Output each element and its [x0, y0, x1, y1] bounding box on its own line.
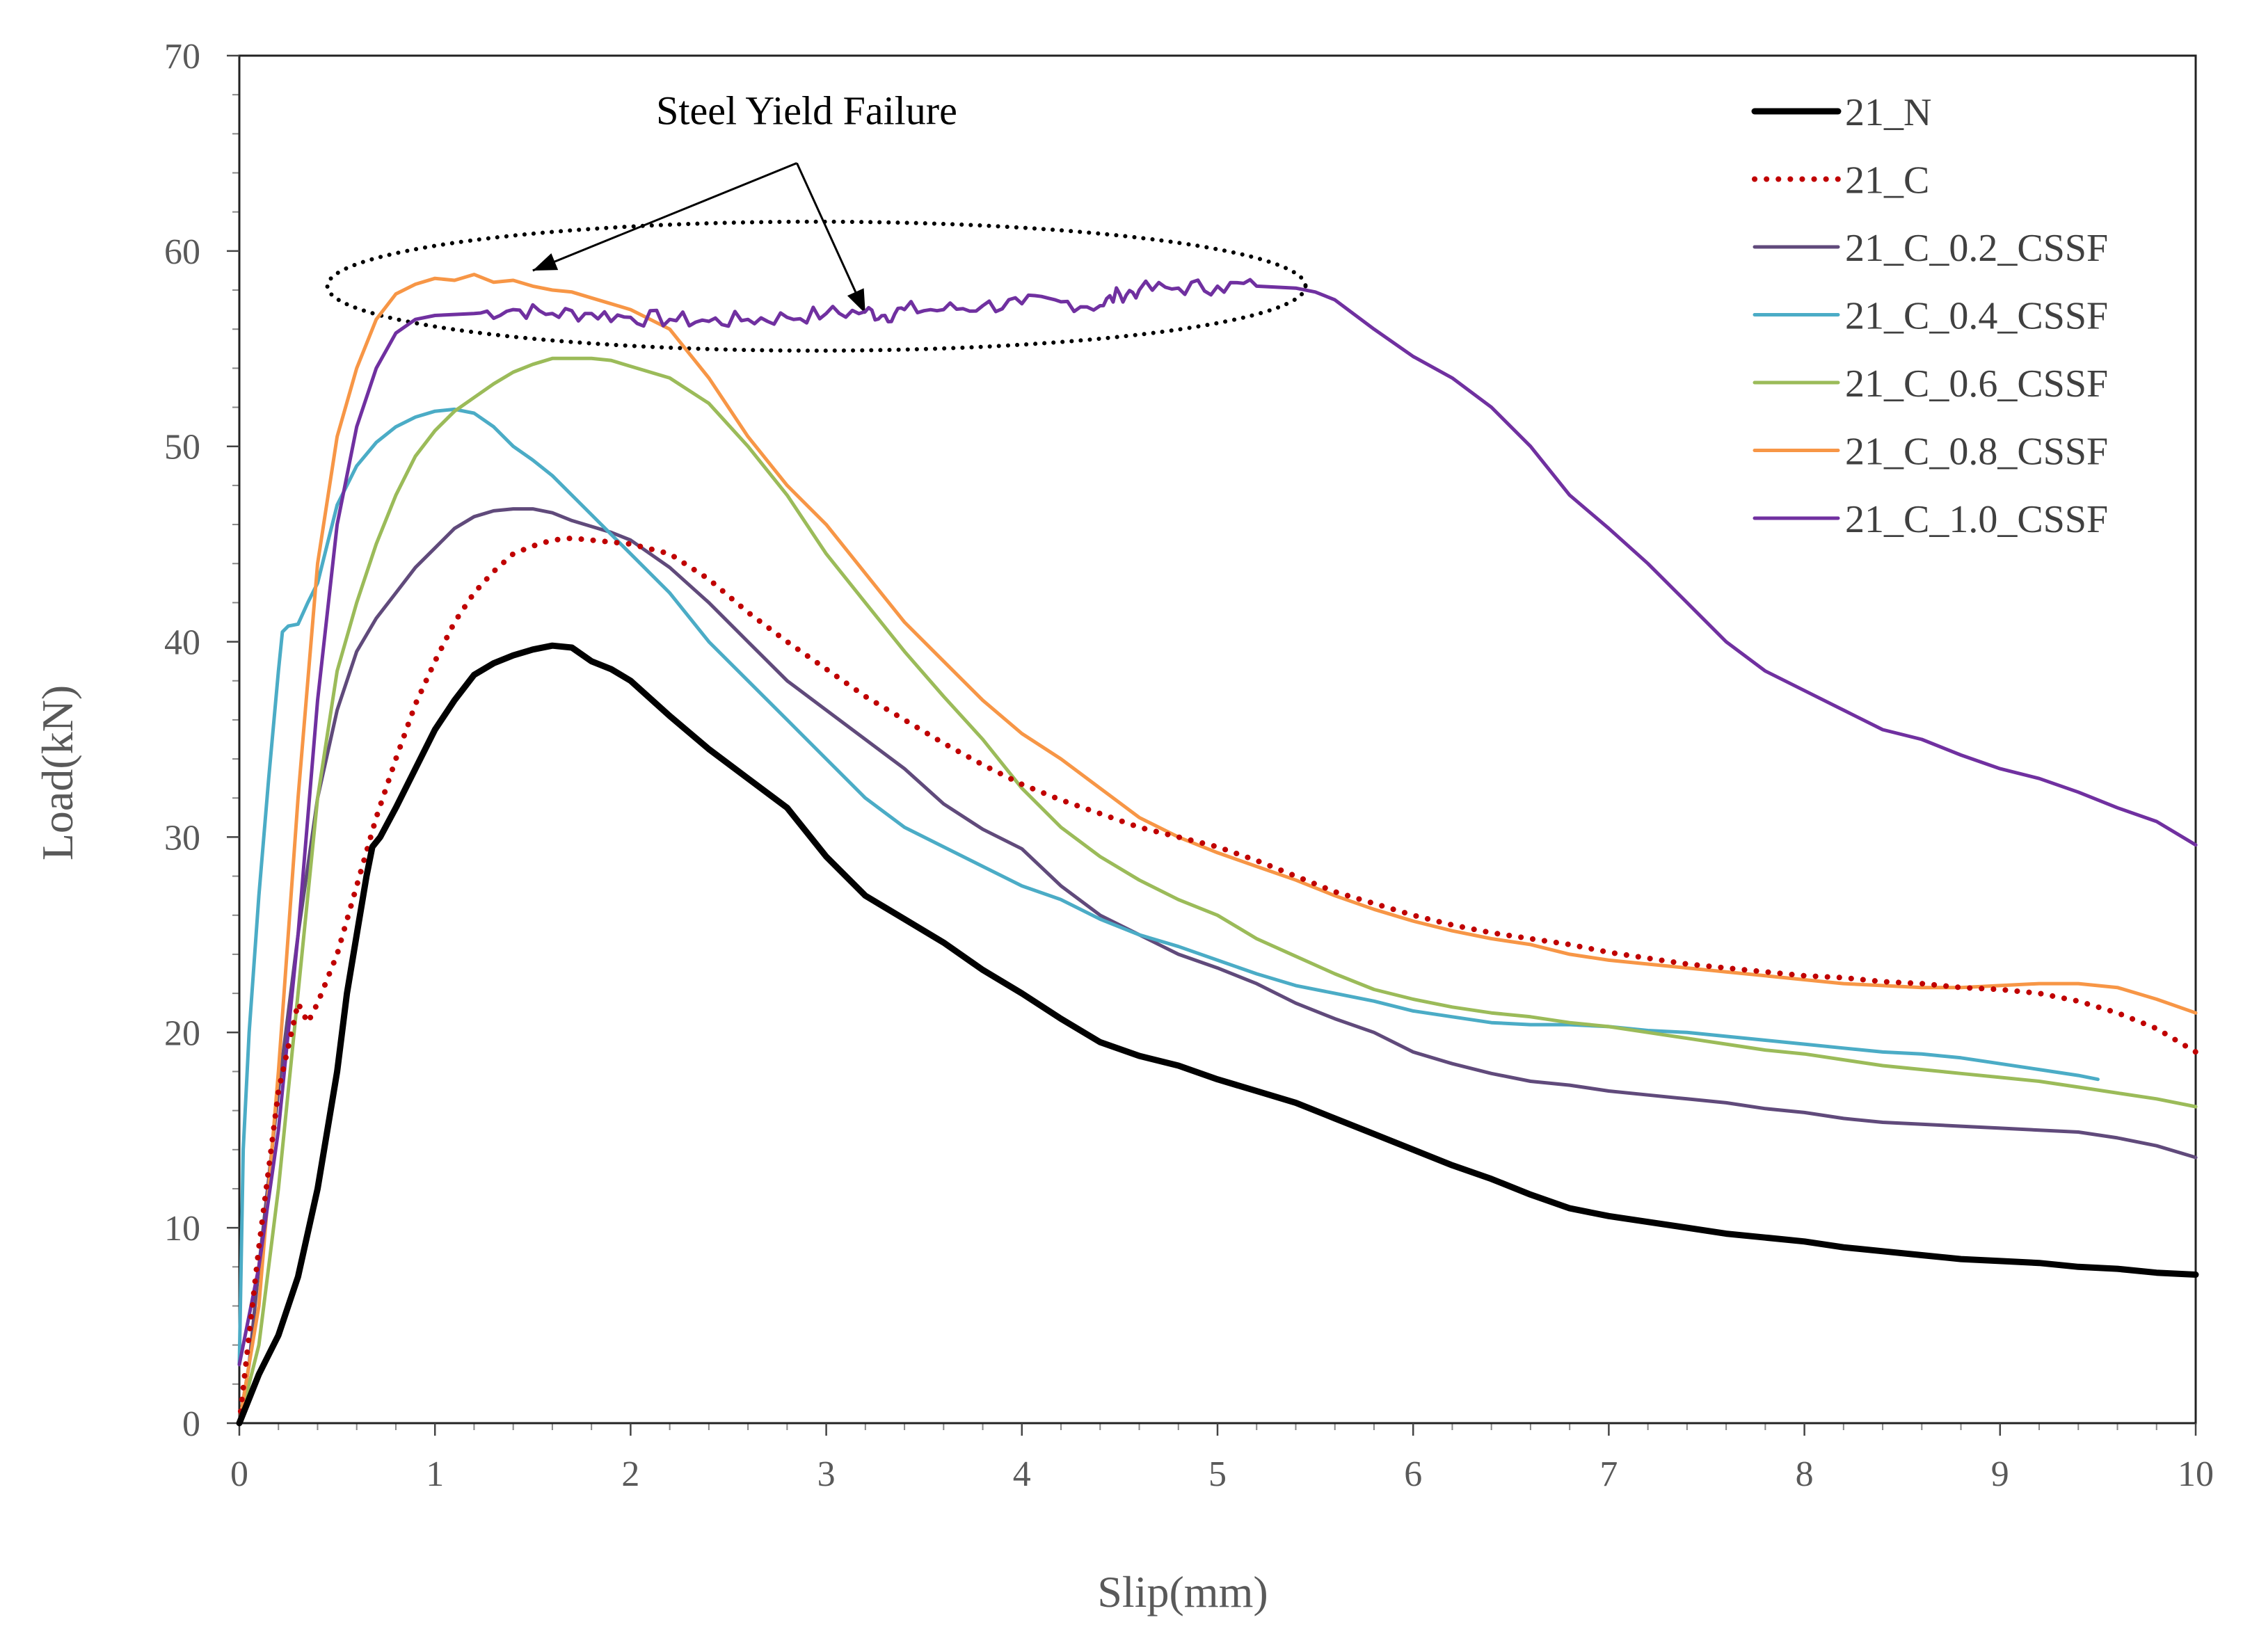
series-layer: [236, 273, 2199, 1427]
y-tick-label: 70: [164, 37, 200, 77]
axis-titles-layer: Slip(mm) Load(kN): [33, 685, 1268, 1617]
y-tick-label: 20: [164, 1013, 200, 1053]
x-tick-label: 3: [817, 1454, 836, 1494]
legend-label: 21_C: [1845, 159, 1929, 202]
x-tick-label: 4: [1013, 1454, 1031, 1494]
axes-layer: 0 10 20 30 40 50 60 70 0 1 2 3 4 5 6 7 8 9 10: [164, 37, 2214, 1494]
x-tick-label: 7: [1599, 1454, 1618, 1494]
annotation-arrow-head: [847, 288, 865, 314]
legend-label: 21_C_0.4_CSSF: [1845, 295, 2108, 338]
y-tick-label: 50: [164, 428, 200, 467]
legend-label: 21_C_0.6_CSSF: [1845, 362, 2108, 406]
y-tick-label: 40: [164, 623, 200, 663]
x-tick-label: 6: [1404, 1454, 1422, 1494]
yield-region-ellipse: [325, 219, 1308, 353]
y-tick-label: 0: [182, 1404, 200, 1444]
x-tick-label: 2: [621, 1454, 639, 1494]
series-line-21-c-0-2-cssf: [237, 507, 2198, 1425]
x-tick-label: 8: [1796, 1454, 1814, 1494]
y-tick-label: 10: [164, 1209, 200, 1249]
annotation-arrow-line: [532, 162, 797, 272]
minor-ticks-layer: [232, 94, 2157, 1430]
y-axis-title: Load(kN): [33, 685, 82, 860]
series-line-21-c-1-0-cssf: [237, 278, 2198, 1367]
x-tick-label: 10: [2178, 1454, 2214, 1494]
y-tick-label: 30: [164, 818, 200, 858]
annotation-label: Steel Yield Failure: [656, 88, 957, 133]
annotation-arrow-head: [532, 253, 559, 271]
legend-label: 21_C_0.8_CSSF: [1845, 431, 2108, 474]
legend-label: 21_C_1.0_CSSF: [1845, 498, 2108, 541]
legend-label: 21_C_0.2_CSSF: [1845, 227, 2108, 270]
annotation-arrow-line: [796, 162, 867, 314]
legend: 21_N 21_C 21_C_0.2_CSSF 21_C_0.4_CSSF 21_C_0…: [1751, 91, 2108, 541]
x-tick-label: 9: [1991, 1454, 2009, 1494]
y-tick-label: 60: [164, 232, 200, 272]
series-line-21-c-0-8-cssf: [237, 273, 2198, 1425]
x-tick-label: 0: [230, 1454, 248, 1494]
legend-label: 21_N: [1845, 91, 1931, 134]
series-line-21-c-0-6-cssf: [237, 356, 2198, 1425]
series-line-21-n: [236, 642, 2199, 1427]
x-axis-title: Slip(mm): [1097, 1567, 1268, 1617]
annotation-layer: Steel Yield Failure: [325, 88, 1308, 353]
x-tick-label: 1: [426, 1454, 444, 1494]
series-line-21-c: [237, 535, 2198, 1426]
series-line-21-c-0-4-cssf: [237, 407, 2100, 1367]
x-tick-label: 5: [1208, 1454, 1227, 1494]
